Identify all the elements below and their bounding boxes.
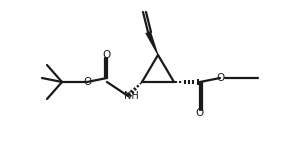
Text: O: O	[196, 108, 204, 118]
Text: O: O	[84, 77, 92, 87]
Text: O: O	[217, 73, 225, 83]
Text: O: O	[103, 50, 111, 60]
Text: NH: NH	[124, 91, 139, 101]
Polygon shape	[145, 31, 158, 55]
